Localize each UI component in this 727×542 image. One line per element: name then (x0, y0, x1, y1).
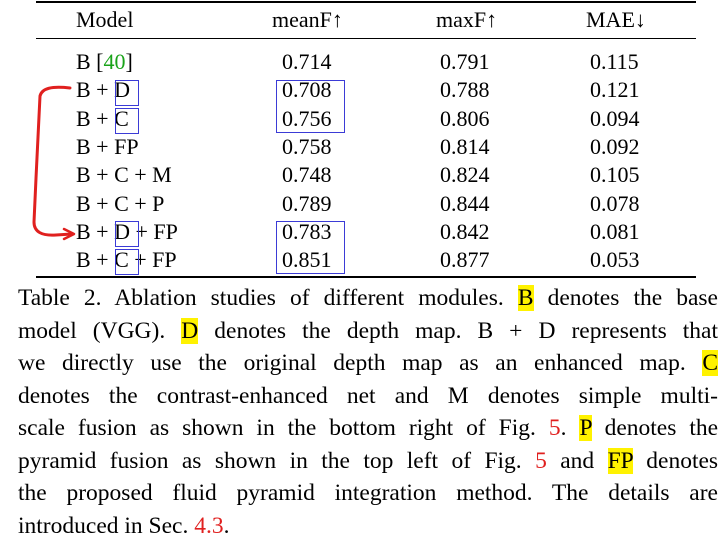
red-bracket-annotation (0, 0, 727, 300)
highlight-p: P (579, 415, 591, 441)
highlight-c: C (702, 350, 718, 376)
caption-line-7: the proposed fluid pyramid integration m… (18, 477, 718, 510)
highlight-b: B (518, 285, 534, 311)
caption-line-1: Table 2. Ablation studies of different m… (18, 282, 718, 315)
caption-line-4: denotes the contrast-enhanced net and M … (18, 380, 718, 413)
table-caption: Table 2. Ablation studies of different m… (18, 282, 718, 542)
highlight-fp: FP (608, 448, 633, 474)
highlight-d: D (181, 318, 198, 344)
fig-link-2[interactable]: 5 (535, 448, 547, 474)
fig-link-1[interactable]: 5 (549, 415, 561, 441)
sec-link[interactable]: 4.3 (194, 513, 223, 539)
caption-line-6: pyramid fusion as shown in the top left … (18, 445, 718, 478)
caption-line-5: scale fusion as shown in the bottom righ… (18, 412, 718, 445)
caption-line-2: model (VGG). D denotes the depth map. B … (18, 315, 718, 348)
caption-line-3: we directly use the original depth map a… (18, 347, 718, 380)
caption-line-8: introduced in Sec. 4.3. (18, 510, 718, 542)
